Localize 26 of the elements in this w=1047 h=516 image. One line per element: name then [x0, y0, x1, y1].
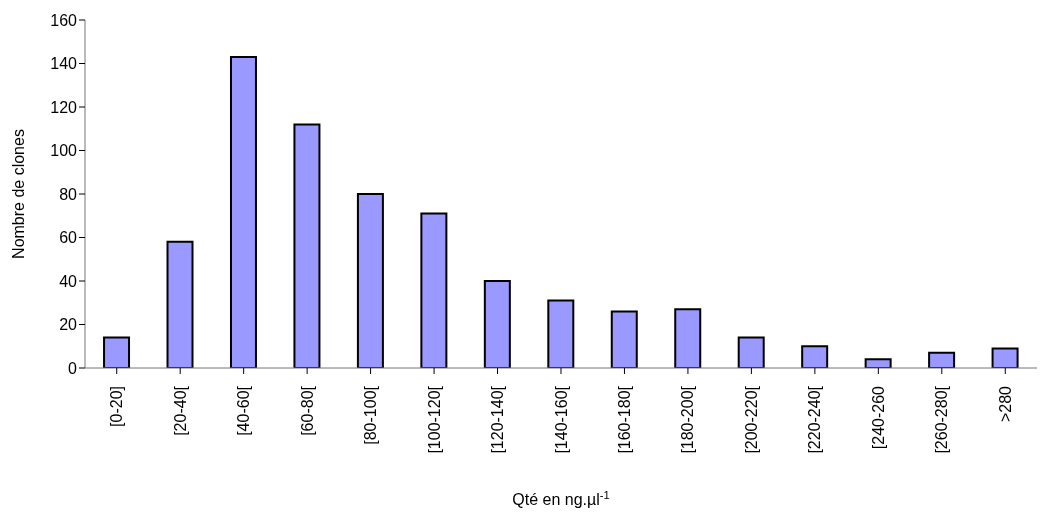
x-tick-label: [160-180[	[615, 385, 633, 454]
y-tick-label: 40	[59, 272, 78, 290]
y-tick-label: 100	[50, 142, 78, 160]
y-axis-title: Nombre de clones	[9, 129, 27, 259]
y-tick-label: 20	[59, 316, 78, 334]
x-tick-label: [240-260	[869, 385, 887, 450]
x-tick-label: [200-220[	[742, 385, 760, 454]
x-tick-label: [80-100[	[362, 385, 380, 445]
y-tick-label: 160	[50, 11, 78, 29]
y-tick-label: 140	[50, 55, 78, 73]
x-tick-label: [260-280[	[933, 385, 951, 454]
x-tick-label: [60-80[	[298, 385, 316, 436]
y-tick-label: 120	[50, 98, 78, 116]
x-tick-label: [20-40[	[171, 385, 189, 436]
x-tick-label: [100-120[	[425, 385, 443, 454]
y-tick-label: 60	[59, 229, 78, 247]
x-tick-label: [0-20]	[108, 386, 126, 427]
x-tick-label: [180-200[	[679, 385, 697, 454]
x-tick-label: [140-160[	[552, 385, 570, 454]
x-axis-title: Qté en ng.µl$^{-1}$	[512, 489, 610, 508]
x-tick-label: [40-60[	[235, 385, 253, 436]
x-tick-label: [220-240[	[806, 385, 824, 454]
y-tick-label: 80	[59, 185, 78, 203]
y-tick-label: 0	[68, 359, 78, 377]
x-tick-label: [120-140[	[489, 385, 507, 454]
x-tick-label: >280	[996, 385, 1014, 423]
